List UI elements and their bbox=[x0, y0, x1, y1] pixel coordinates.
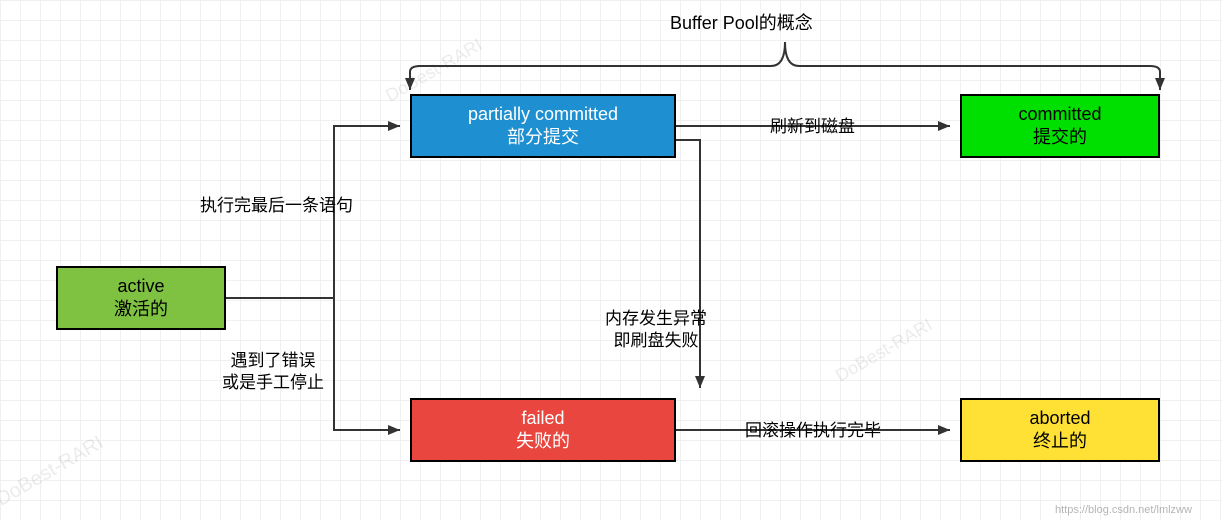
node-partial-label-zh: 部分提交 bbox=[507, 126, 579, 149]
node-active: active 激活的 bbox=[56, 266, 226, 330]
node-active-label-en: active bbox=[117, 275, 164, 298]
node-aborted-label-en: aborted bbox=[1029, 407, 1090, 430]
edge-label-active-to-failed: 遇到了错误 或是手工停止 bbox=[222, 350, 324, 394]
node-aborted-label-zh: 终止的 bbox=[1033, 430, 1087, 453]
watermark: DoBest-RARI bbox=[0, 432, 108, 512]
node-failed: failed 失败的 bbox=[410, 398, 676, 462]
node-committed-label-zh: 提交的 bbox=[1033, 126, 1087, 149]
source-footnote: https://blog.csdn.net/lmlzww bbox=[1055, 504, 1192, 516]
node-committed-label-en: committed bbox=[1018, 103, 1101, 126]
edge-label-active-to-partial: 执行完最后一条语句 bbox=[200, 195, 353, 217]
node-aborted: aborted 终止的 bbox=[960, 398, 1160, 462]
edge-label-partial-to-failed: 内存发生异常 即刷盘失败 bbox=[605, 308, 707, 352]
diagram-canvas: DoBest-RARI DoBest-RARI DoBest-RARI Buff… bbox=[0, 0, 1222, 520]
brace-title: Buffer Pool的概念 bbox=[670, 12, 813, 35]
node-committed: committed 提交的 bbox=[960, 94, 1160, 158]
node-partial-label-en: partially committed bbox=[468, 103, 618, 126]
node-active-label-zh: 激活的 bbox=[114, 298, 168, 321]
node-partially-committed: partially committed 部分提交 bbox=[410, 94, 676, 158]
watermark: DoBest-RARI bbox=[832, 314, 936, 386]
edge-label-partial-to-committed: 刷新到磁盘 bbox=[770, 116, 855, 138]
node-failed-label-zh: 失败的 bbox=[516, 430, 570, 453]
node-failed-label-en: failed bbox=[521, 407, 564, 430]
edge-label-failed-to-aborted: 回滚操作执行完毕 bbox=[745, 420, 881, 442]
